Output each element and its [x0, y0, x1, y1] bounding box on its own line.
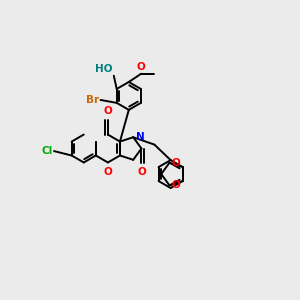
Text: Cl: Cl: [41, 146, 52, 156]
Text: O: O: [137, 62, 146, 72]
Text: O: O: [172, 180, 181, 190]
Text: HO: HO: [95, 64, 112, 74]
Text: O: O: [103, 167, 112, 177]
Text: O: O: [103, 106, 112, 116]
Text: N: N: [136, 132, 144, 142]
Text: Br: Br: [86, 95, 99, 105]
Text: O: O: [172, 158, 181, 168]
Text: O: O: [137, 167, 146, 177]
